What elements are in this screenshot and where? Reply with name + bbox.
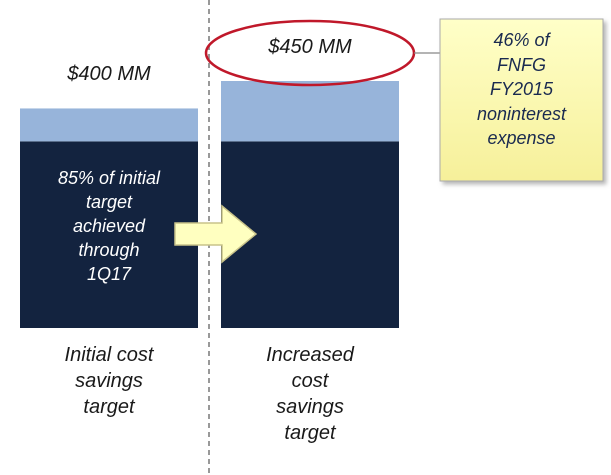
total-label: $400 MM <box>67 63 151 86</box>
bar-segment <box>221 81 399 142</box>
category-label: Increased cost savings target <box>266 344 354 444</box>
category-label: Initial cost savings target <box>64 344 154 418</box>
callout-box <box>439 18 604 182</box>
arrow <box>174 204 258 264</box>
bar-annotation: 85% of initial target achieved through 1… <box>57 168 161 284</box>
bar-segment <box>20 141 198 328</box>
bar-segment <box>20 108 198 142</box>
callout-text: 46% of FNFG FY2015 noninterest expense <box>476 30 567 148</box>
total-label: $450 MM <box>268 36 352 58</box>
